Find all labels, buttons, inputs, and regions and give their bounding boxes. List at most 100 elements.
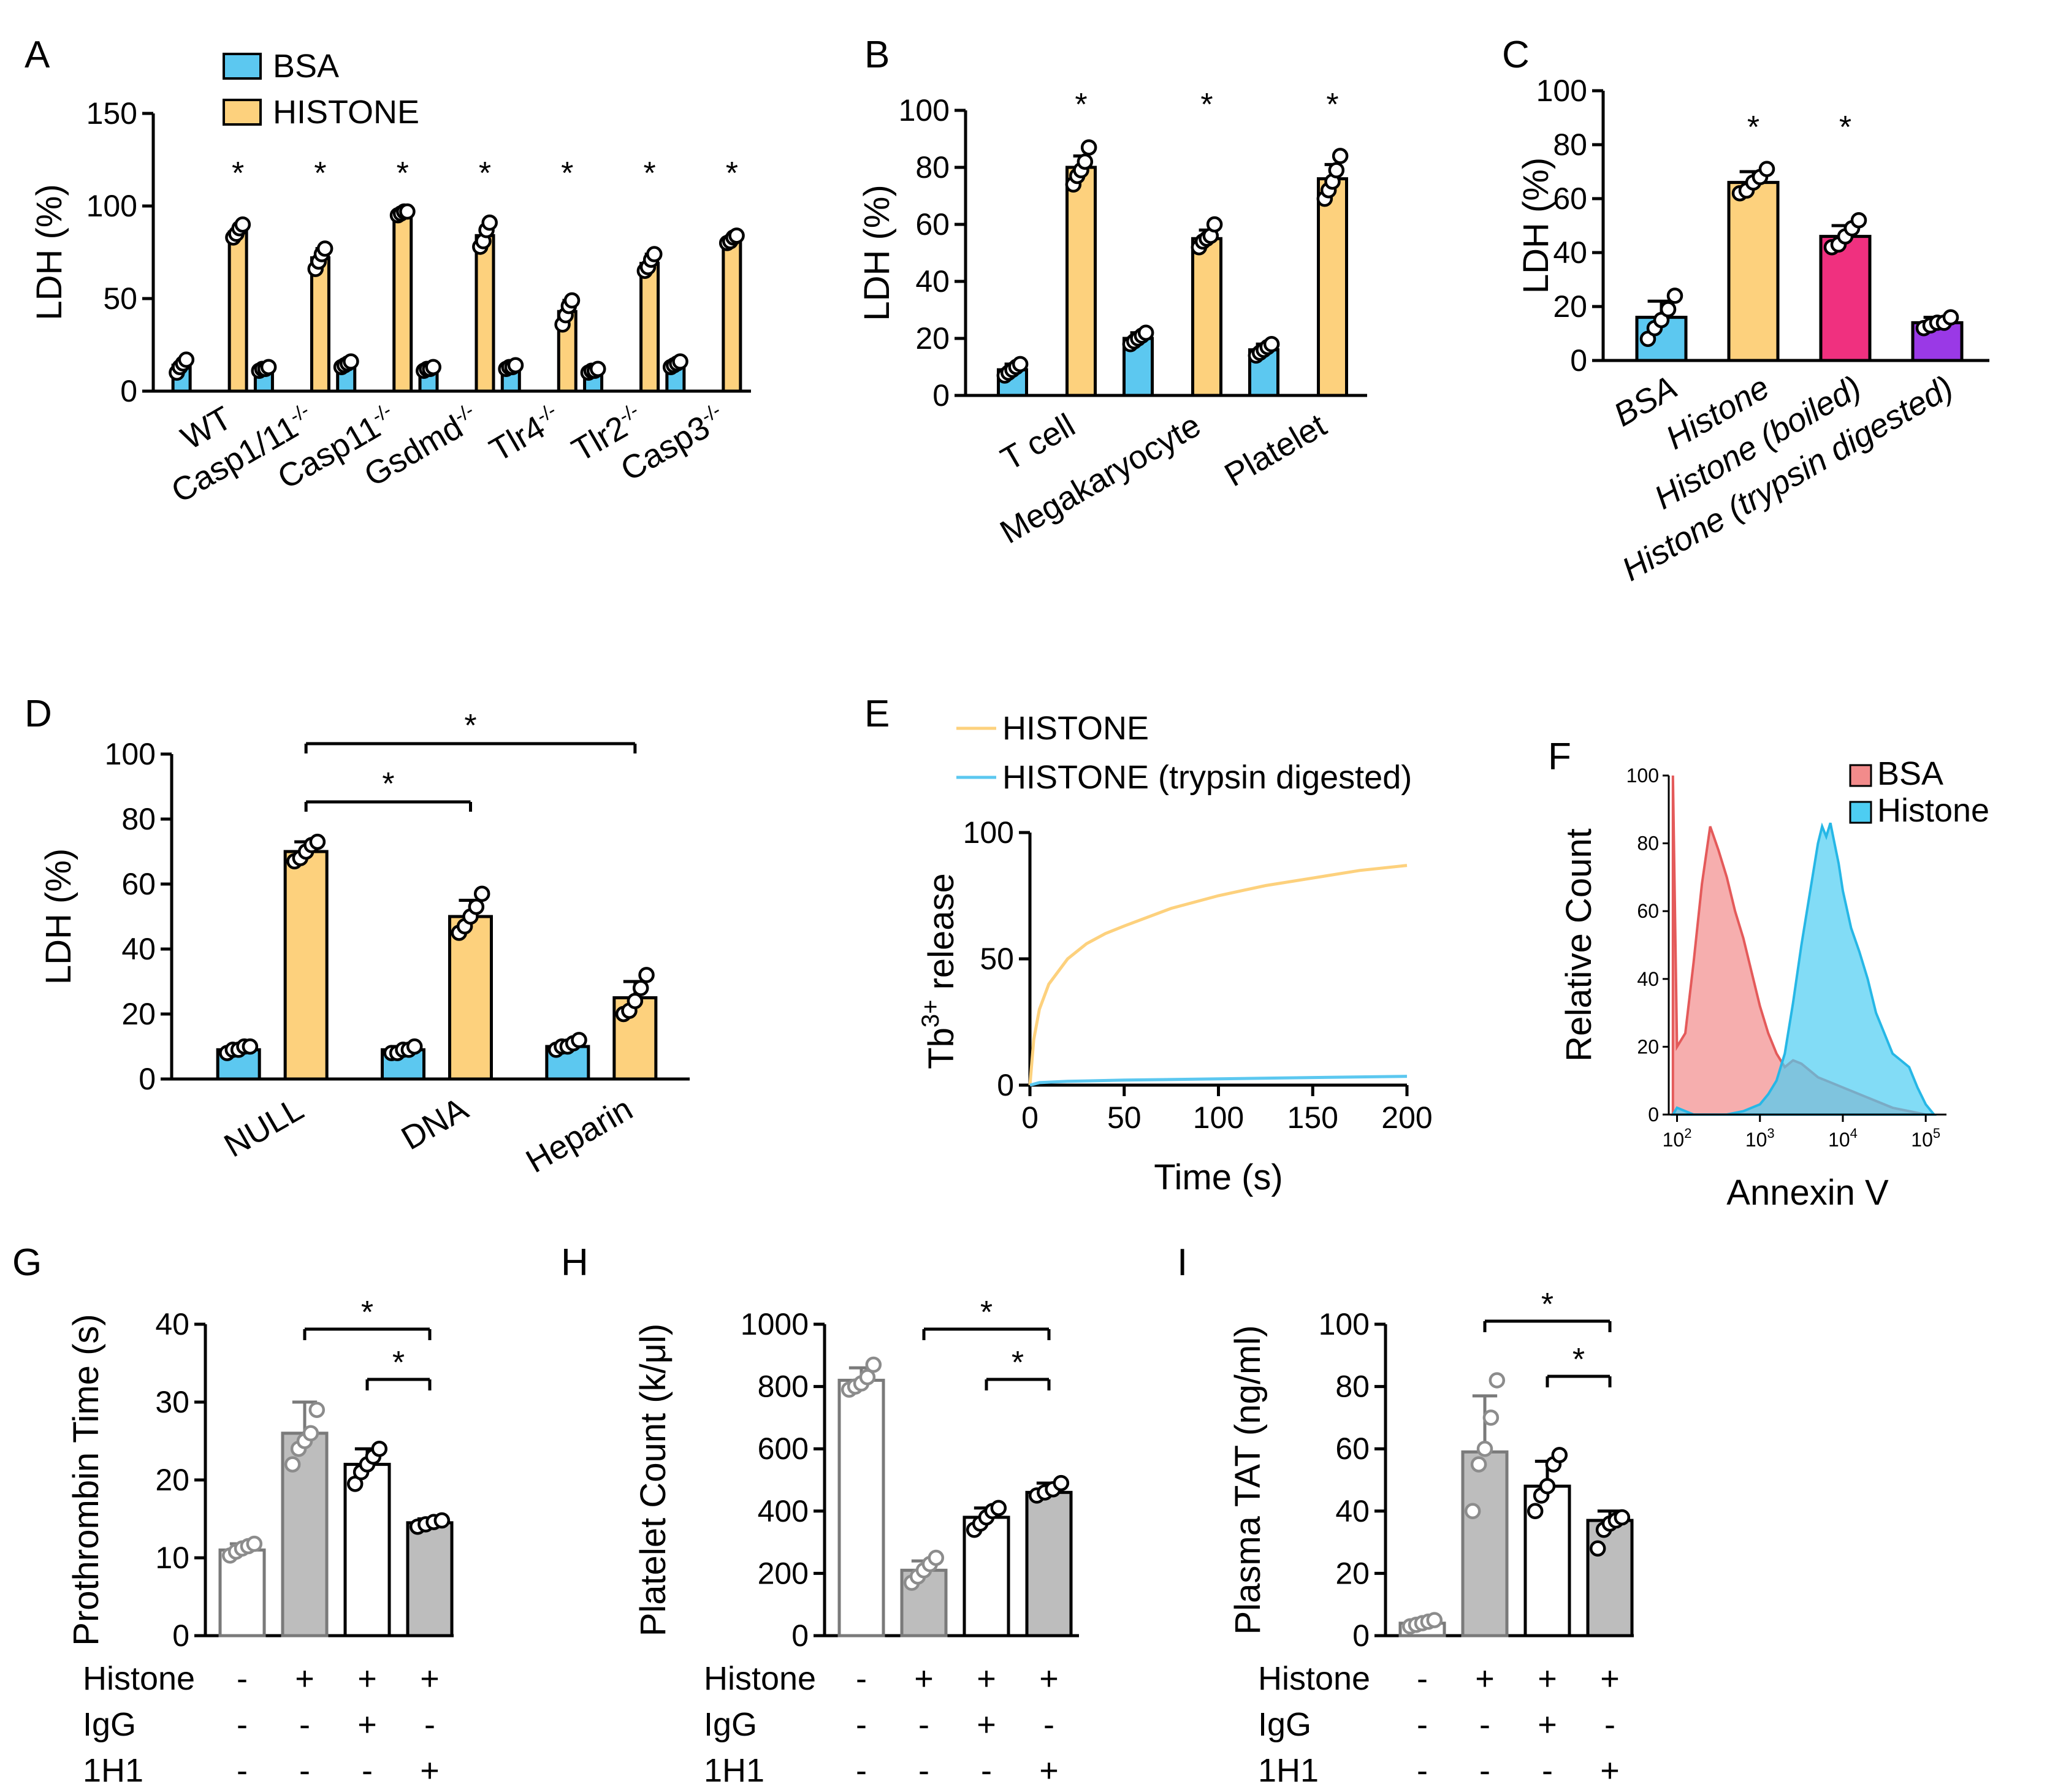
data-point [1426,1612,1443,1628]
bar [837,1378,885,1638]
x-tick-label: 200 [1381,1100,1432,1135]
y-tick-label: 20 [1553,289,1587,324]
bar [722,237,742,393]
data-point [371,1440,388,1457]
panel-i-chart: 0 20 40 60 80 100 Plasma TAT (ng/ml) Histone - + +… [1228,1287,1634,1789]
y-axis-label-rest: release [921,873,961,999]
panel-label-b: B [864,34,890,76]
bar [406,1521,454,1638]
significance-star: * [561,156,573,191]
treatment-row-label: IgG [704,1706,757,1743]
significance-star: * [1747,110,1759,145]
significance-star: * [361,1295,373,1330]
treatment-sign: + [1039,1660,1059,1697]
data-point [1850,212,1867,229]
treatment-sign: + [420,1752,440,1789]
y-axis-label: LDH (%) [29,184,69,320]
data-point [309,833,326,850]
treatment-row-label: 1H1 [83,1752,143,1789]
data-point [399,203,416,220]
treatment-row-label: 1H1 [704,1752,764,1789]
category-label: DNA [395,1090,475,1157]
legend-swatch-histone [223,99,262,126]
significance-star: * [1839,110,1851,145]
bar [283,850,329,1081]
x-tick-exponent: 3 [1767,1126,1774,1141]
category-name: Platelet [1219,406,1333,494]
bar [227,230,248,393]
legend-label-e-histone: HISTONE [1002,710,1149,747]
treatment-sign: + [1600,1752,1620,1789]
data-point [1470,1456,1487,1473]
significance-star: * [397,156,409,191]
data-point [632,980,649,996]
treatment-sign: + [1600,1660,1620,1697]
panel-label-g: G [12,1241,42,1284]
panel-label-f: F [1548,736,1571,778]
data-point [990,1500,1007,1516]
data-point [728,227,745,244]
y-tick-label: 50 [980,942,1014,976]
significance-star: * [980,1295,993,1330]
bar [392,212,413,393]
y-tick-label: 20 [1335,1556,1370,1590]
y-tick-label: 20 [915,321,950,356]
treatment-sign: - [1604,1706,1615,1743]
y-tick-label: 80 [121,802,156,836]
data-point [571,1032,587,1048]
data-point [1942,309,1959,326]
panel-label-e: E [864,693,890,735]
data-point [316,240,334,257]
data-point [563,292,581,309]
data-point [1758,161,1775,177]
treatment-sign: + [420,1660,440,1697]
y-tick-label: 20 [1637,1035,1659,1058]
y-tick-label: 0 [1352,1619,1370,1653]
data-point [468,898,485,915]
x-tick-base: 10 [1663,1129,1685,1151]
category-label: T cell [995,406,1081,478]
treatment-sign: - [1417,1660,1428,1697]
series-line-histone [1028,864,1408,1086]
data-point [1012,356,1029,373]
treatment-row-label: IgG [83,1706,136,1743]
treatment-sign: - [299,1752,310,1789]
y-axis-label: Prothrombin Time (s) [66,1314,106,1645]
panel-label-c: C [1502,34,1530,76]
y-tick-label: 80 [1335,1370,1370,1404]
x-axis-label: Annexin V [1726,1173,1889,1213]
treatment-sign: - [918,1752,929,1789]
significance-star: * [392,1345,405,1381]
data-point [507,357,524,373]
y-tick-label: 40 [1335,1494,1370,1528]
data-point [1080,139,1097,156]
legend-label-e-trypsin: HISTONE (trypsin digested) [1002,759,1412,796]
data-point [1589,1540,1606,1557]
y-tick-label: 100 [899,93,950,128]
treatment-row-label: 1H1 [1258,1752,1319,1789]
data-point [473,885,490,902]
legend-swatch-bsa [223,53,262,80]
category-name: DNA [395,1090,475,1157]
treatment-sign: + [295,1660,314,1697]
panel-label-d: D [25,693,52,735]
x-tick-label: 104 [1828,1126,1858,1151]
series-line-trypsin [1029,1075,1408,1087]
y-tick-label: 800 [758,1370,809,1404]
treatment-sign: + [1538,1660,1557,1697]
treatment-sign: - [1542,1752,1553,1789]
y-tick-label: 40 [1553,235,1587,270]
significance-star: * [479,156,491,191]
category-name: NULL [218,1090,310,1164]
category-name: Heparin [520,1090,639,1180]
y-tick-label: 40 [155,1307,189,1341]
y-tick-label: 600 [758,1432,809,1466]
significance-star: * [232,156,244,191]
category-label: Platelet [1219,406,1333,494]
y-tick-label: 0 [932,378,950,413]
x-tick-label: 103 [1745,1126,1775,1151]
treatment-sign: - [1417,1706,1428,1743]
